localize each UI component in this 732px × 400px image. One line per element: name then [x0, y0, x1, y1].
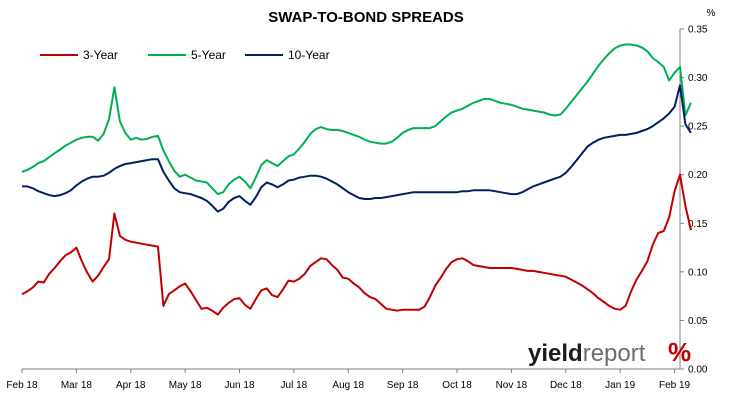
watermark-percent: % — [668, 337, 691, 367]
watermark-logo: yieldreport % — [528, 337, 691, 367]
x-tick-label: Sep 18 — [387, 380, 419, 391]
y-axis-unit: % — [707, 8, 716, 19]
x-tick-label: Oct 18 — [442, 380, 472, 391]
legend-label-3-year: 3-Year — [83, 48, 118, 62]
y-tick-label: 0.10 — [688, 267, 708, 278]
y-tick-label: 0.30 — [688, 73, 708, 84]
axes: 0.00 0.05 0.10 0.15 0.20 0.25 0.30 0.35 Feb 18 Ma… — [6, 25, 707, 392]
watermark-report: report — [583, 340, 646, 367]
x-tick-label: Nov 18 — [496, 380, 528, 391]
x-tick-label: Feb 19 — [659, 380, 691, 391]
y-tick-label: 0.15 — [688, 219, 708, 230]
series-line-10-year — [22, 84, 692, 213]
x-tick-label: Aug 18 — [332, 380, 364, 391]
x-tick-label: Jul 18 — [281, 380, 308, 391]
y-tick-label: 0.25 — [688, 122, 708, 133]
series-line-5-year — [21, 43, 692, 196]
series-line-3-year — [21, 173, 692, 316]
chart-title: SWAP-TO-BOND SPREADS — [268, 9, 464, 26]
x-tick-label: Apr 18 — [116, 380, 146, 391]
x-tick-label: Feb 18 — [6, 380, 38, 391]
x-tick-label: Jun 18 — [225, 380, 255, 391]
series-layer — [21, 43, 692, 316]
x-tick-label: May 18 — [169, 380, 202, 391]
x-tick-label: Dec 18 — [550, 380, 582, 391]
y-tick-label: 0.00 — [688, 365, 708, 376]
y-tick-label: 0.20 — [688, 170, 708, 181]
legend-label-5-year: 5-Year — [191, 48, 226, 62]
watermark-yield: yield — [528, 340, 583, 367]
legend-label-10-year: 10-Year — [288, 48, 330, 62]
y-tick-label: 0.35 — [688, 25, 708, 36]
x-tick-label: Mar 18 — [61, 380, 93, 391]
y-tick-label: 0.05 — [688, 316, 708, 327]
legend: 3-Year 5-Year 10-Year — [40, 48, 330, 62]
x-tick-label: Jan 19 — [605, 380, 635, 391]
svg-text:yieldreport: yieldreport — [528, 340, 646, 367]
